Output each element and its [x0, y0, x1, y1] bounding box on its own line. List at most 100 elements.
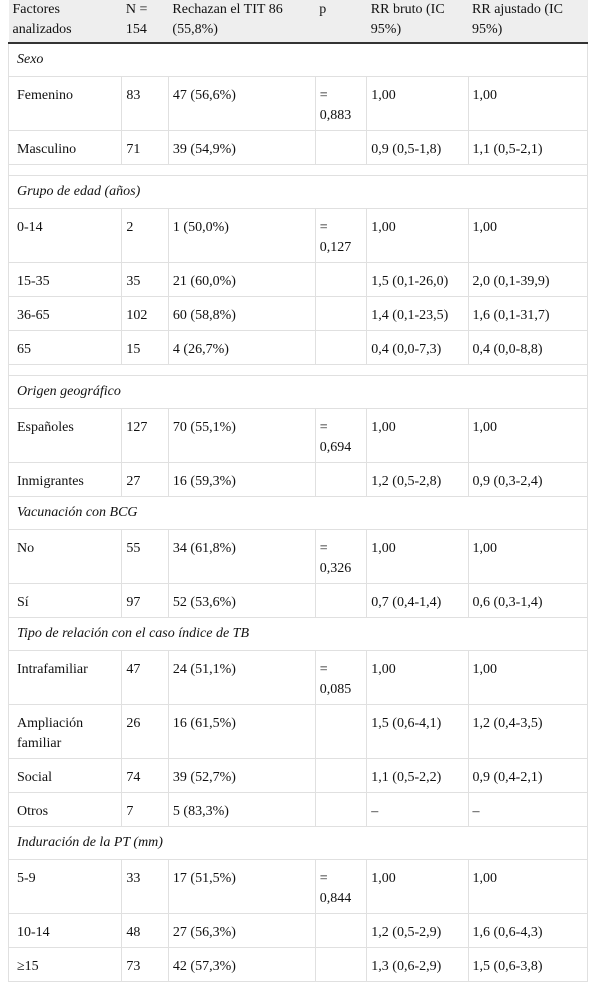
n-cell: 71 — [121, 130, 169, 165]
factor-cell: Intrafamiliar — [7, 650, 122, 705]
p-cell — [314, 583, 367, 618]
reject-cell: 60 (58,8%) — [167, 296, 316, 331]
reject-cell: 1 (50,0%) — [167, 208, 316, 263]
rr-crude-cell: 1,2 (0,5-2,9) — [366, 913, 469, 948]
rr-crude-cell: 1,00 — [366, 408, 469, 463]
p-cell — [314, 947, 367, 982]
table-row: Inmigrantes 27 16 (59,3%) 1,2 (0,5-2,8) 0,9 … — [7, 462, 589, 497]
rr-crude-cell: 1,5 (0,6-4,1) — [366, 704, 469, 759]
table-row: 0-14 2 1 (50,0%) = 0,127 1,00 1,00 — [7, 208, 589, 263]
factor-cell: Sí — [7, 583, 122, 618]
p-cell: = 0,844 — [314, 859, 367, 914]
section-title: Sexo — [8, 43, 588, 77]
factor-cell: Masculino — [7, 130, 122, 165]
factor-cell: 65 — [7, 330, 122, 365]
factor-cell: Social — [7, 758, 122, 793]
n-cell: 33 — [121, 859, 169, 914]
p-cell — [314, 130, 367, 165]
rr-crude-cell: 1,00 — [366, 859, 469, 914]
n-cell: 2 — [121, 208, 169, 263]
rr-adjusted-cell: 2,0 (0,1-39,9) — [467, 262, 589, 297]
reject-cell: 47 (56,6%) — [167, 76, 316, 131]
rr-adjusted-cell: 1,00 — [467, 529, 589, 584]
p-cell — [314, 296, 367, 331]
factor-cell: 5-9 — [7, 859, 122, 914]
p-cell: = 0,694 — [314, 408, 367, 463]
rr-crude-cell: 1,00 — [366, 76, 469, 131]
section-title: Vacunación con BCG — [8, 496, 588, 530]
reject-cell: 27 (56,3%) — [167, 913, 316, 948]
rr-adjusted-cell: 0,6 (0,3-1,4) — [467, 583, 589, 618]
section-row: Origen geográfico — [8, 375, 588, 409]
spacer-cell — [8, 364, 588, 376]
reject-cell: 5 (83,3%) — [167, 792, 316, 827]
p-cell — [314, 330, 367, 365]
table-row: Intrafamiliar 47 24 (51,1%) = 0,085 1,00 1,00 — [7, 650, 589, 705]
factor-cell: Españoles — [7, 408, 122, 463]
n-cell: 15 — [121, 330, 169, 365]
rr-crude-cell: 0,9 (0,5-1,8) — [366, 130, 469, 165]
n-cell: 35 — [121, 262, 169, 297]
reject-cell: 16 (61,5%) — [167, 704, 316, 759]
table-row: 15-35 35 21 (60,0%) 1,5 (0,1-26,0) 2,0 (0,1-… — [7, 262, 589, 297]
rr-adjusted-cell: 1,2 (0,4-3,5) — [467, 704, 589, 759]
rr-crude-cell: 1,5 (0,1-26,0) — [366, 262, 469, 297]
p-cell: = 0,085 — [314, 650, 367, 705]
table-header: Factores analizados N = 154 Rechazan el … — [8, 0, 588, 44]
reject-cell: 39 (52,7%) — [167, 758, 316, 793]
n-cell: 7 — [121, 792, 169, 827]
factor-cell: ≥15 — [7, 947, 122, 982]
rr-adjusted-cell: 1,00 — [467, 650, 589, 705]
rr-adjusted-cell: 1,6 (0,1-31,7) — [467, 296, 589, 331]
rr-adjusted-cell: 1,00 — [467, 859, 589, 914]
factor-cell: Femenino — [7, 76, 122, 131]
reject-cell: 24 (51,1%) — [167, 650, 316, 705]
section-title: Origen geográfico — [8, 375, 588, 409]
section-title: Tipo de relación con el caso índice de T… — [8, 617, 588, 651]
table-row: Otros 7 5 (83,3%) – – — [7, 792, 589, 827]
rr-adjusted-cell: 0,9 (0,3-2,4) — [467, 462, 589, 497]
rr-adjusted-cell: 0,9 (0,4-2,1) — [467, 758, 589, 793]
risk-factors-table: Factores analizados N = 154 Rechazan el … — [7, 0, 589, 982]
rr-crude-cell: 1,00 — [366, 529, 469, 584]
rr-adjusted-cell: 1,00 — [467, 408, 589, 463]
table-row: Españoles 127 70 (55,1%) = 0,694 1,00 1,00 — [7, 408, 589, 463]
table-row: 5-9 33 17 (51,5%) = 0,844 1,00 1,00 — [7, 859, 589, 914]
p-cell — [314, 262, 367, 297]
factor-cell: Ampliación familiar — [7, 704, 122, 759]
n-cell: 47 — [121, 650, 169, 705]
factor-cell: 0-14 — [7, 208, 122, 263]
reject-cell: 34 (61,8%) — [167, 529, 316, 584]
rr-adjusted-cell: – — [467, 792, 589, 827]
section-row: Vacunación con BCG — [8, 496, 588, 530]
p-cell — [314, 913, 367, 948]
spacer-row — [8, 164, 588, 176]
rr-crude-cell: 1,3 (0,6-2,9) — [366, 947, 469, 982]
header-n: N = 154 — [121, 0, 169, 44]
table-body: Sexo Femenino 83 47 (56,6%) = 0,883 1,00 1,00 M… — [7, 43, 589, 982]
p-cell — [314, 704, 367, 759]
factor-cell: 36-65 — [7, 296, 122, 331]
n-cell: 74 — [121, 758, 169, 793]
p-cell — [314, 792, 367, 827]
spacer-row — [8, 364, 588, 376]
reject-cell: 39 (54,9%) — [167, 130, 316, 165]
n-cell: 26 — [121, 704, 169, 759]
rr-adjusted-cell: 0,4 (0,0-8,8) — [467, 330, 589, 365]
header-rr-adjusted: RR ajustado (IC 95%) — [468, 0, 588, 44]
table-row: Femenino 83 47 (56,6%) = 0,883 1,00 1,00 — [7, 76, 589, 131]
header-factors: Factores analizados — [8, 0, 122, 44]
rr-crude-cell: 1,00 — [366, 650, 469, 705]
factor-cell: Inmigrantes — [7, 462, 122, 497]
table-row: Masculino 71 39 (54,9%) 0,9 (0,5-1,8) 1,1 (0… — [7, 130, 589, 165]
table-row: 65 15 4 (26,7%) 0,4 (0,0-7,3) 0,4 (0,0-8,8) — [7, 330, 589, 365]
reject-cell: 4 (26,7%) — [167, 330, 316, 365]
rr-crude-cell: 1,2 (0,5-2,8) — [366, 462, 469, 497]
n-cell: 48 — [121, 913, 169, 948]
rr-adjusted-cell: 1,1 (0,5-2,1) — [467, 130, 589, 165]
rr-adjusted-cell: 1,5 (0,6-3,8) — [467, 947, 589, 982]
table-row: 36-65 102 60 (58,8%) 1,4 (0,1-23,5) 1,6 (0,1… — [7, 296, 589, 331]
n-cell: 127 — [121, 408, 169, 463]
reject-cell: 42 (57,3%) — [167, 947, 316, 982]
reject-cell: 52 (53,6%) — [167, 583, 316, 618]
